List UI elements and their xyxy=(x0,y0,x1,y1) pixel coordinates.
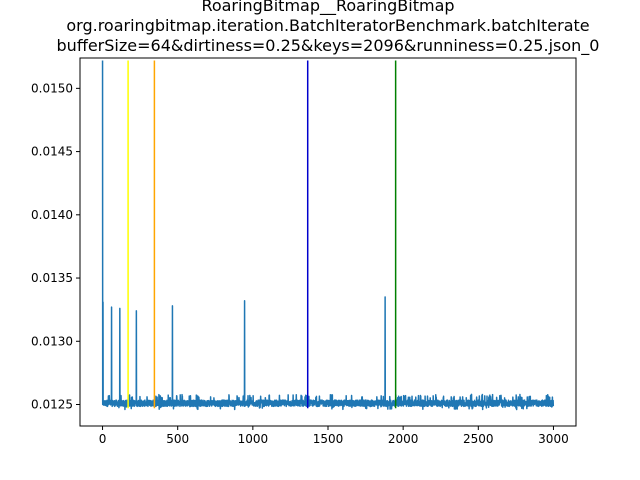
y-tick-label: 0.0150 xyxy=(31,81,73,95)
x-tick-label: 2000 xyxy=(388,432,419,446)
y-tick-label: 0.0145 xyxy=(31,145,73,159)
y-tick-label: 0.0140 xyxy=(31,208,73,222)
x-tick-label: 3000 xyxy=(538,432,569,446)
x-tick-label: 500 xyxy=(166,432,189,446)
x-tick-label: 2500 xyxy=(463,432,494,446)
chart-title-line-2: org.roaringbitmap.iteration.BatchIterato… xyxy=(66,16,589,35)
x-tick-label: 1500 xyxy=(313,432,344,446)
x-tick-label: 0 xyxy=(99,432,107,446)
x-tick-label: 1000 xyxy=(238,432,269,446)
y-tick-label: 0.0125 xyxy=(31,398,73,412)
plot-area xyxy=(101,60,555,411)
y-tick-label: 0.0130 xyxy=(31,334,73,348)
y-axis: 0.0125 0.0130 0.0135 0.0140 0.0145 0.0150 xyxy=(31,81,80,412)
y-tick-label: 0.0135 xyxy=(31,271,73,285)
chart-title: RoaringBitmap__RoaringBitmap org.roaring… xyxy=(57,0,600,56)
series-line-0 xyxy=(101,60,555,411)
chart-title-line-1: RoaringBitmap__RoaringBitmap xyxy=(201,0,454,16)
chart-title-line-3: bufferSize=64&dirtiness=0.25&keys=2096&r… xyxy=(57,36,600,56)
x-axis: 0 500 1000 1500 2000 2500 3000 xyxy=(99,426,569,446)
